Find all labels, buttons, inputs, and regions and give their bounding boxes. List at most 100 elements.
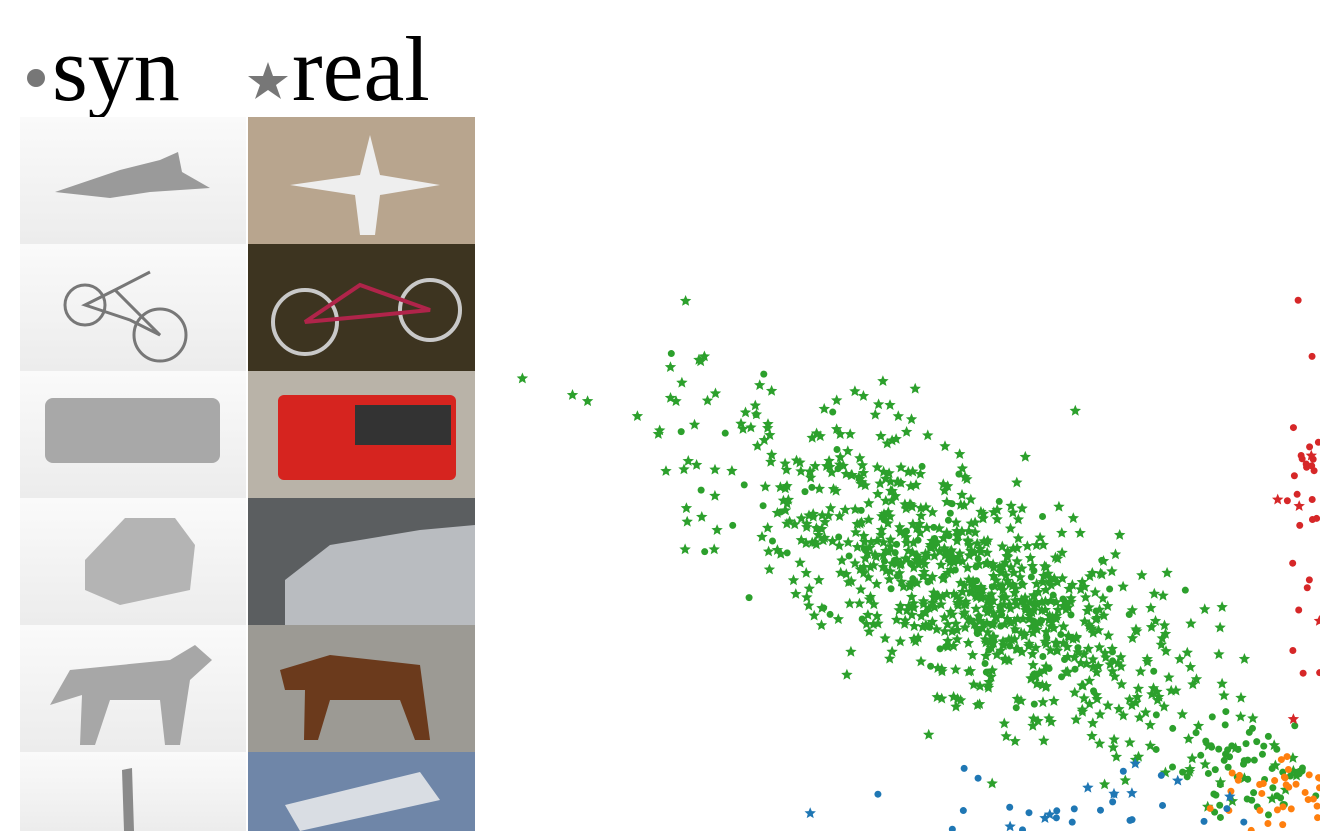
scatter-point — [1247, 712, 1259, 724]
scatter-point — [924, 578, 932, 586]
scatter-point — [1011, 476, 1023, 488]
scatter-point — [1052, 604, 1064, 615]
scatter-point — [959, 621, 971, 633]
scatter-point — [1005, 633, 1018, 645]
scatter-point — [962, 637, 975, 648]
scatter-point — [1082, 781, 1094, 793]
scatter-point — [1040, 638, 1052, 649]
scatter-point — [906, 609, 918, 620]
scatter-point — [566, 389, 579, 400]
scatter-point — [1023, 604, 1036, 616]
scatter-point — [983, 590, 995, 602]
scatter-point — [667, 350, 675, 358]
scatter-point — [918, 566, 930, 577]
scatter-point — [967, 575, 979, 586]
scatter-point — [894, 635, 906, 647]
scatter-point — [1026, 621, 1038, 632]
scatter-point — [1061, 641, 1073, 652]
scatter-point — [795, 534, 807, 545]
scatter-point — [709, 463, 721, 475]
scatter-point — [954, 448, 966, 459]
scatter-point — [1147, 682, 1160, 694]
scatter-point — [849, 385, 861, 397]
scatter-point — [1284, 765, 1292, 773]
scatter-point — [1079, 591, 1092, 603]
scatter-point — [1176, 708, 1188, 720]
scatter-point — [858, 615, 866, 623]
scatter-point — [899, 614, 911, 626]
scatter-point — [987, 637, 1000, 648]
scatter-point — [1036, 604, 1048, 616]
scatter-point — [1027, 573, 1035, 581]
scatter-point — [886, 557, 898, 569]
scatter-point — [826, 535, 839, 547]
scatter-point — [1186, 752, 1198, 764]
scatter-point — [1268, 739, 1280, 751]
scatter-point — [1093, 737, 1106, 749]
scatter-point — [1136, 569, 1148, 581]
scatter-point — [1273, 806, 1281, 814]
scatter-point — [1039, 512, 1047, 520]
scatter-point — [947, 640, 960, 651]
scatter-point — [1117, 580, 1129, 592]
scatter-point — [1078, 692, 1090, 704]
scatter-point — [897, 580, 910, 592]
scatter-point — [835, 533, 843, 541]
scatter-point — [832, 613, 844, 625]
scatter-point — [1001, 550, 1013, 561]
scatter-point — [1070, 805, 1078, 813]
scatter-point — [954, 547, 966, 559]
scatter-point — [803, 509, 815, 521]
scatter-point — [952, 555, 964, 566]
scatter-point — [915, 509, 927, 521]
scatter-point — [1060, 597, 1072, 608]
scatter-point — [1202, 737, 1210, 745]
scatter-point — [1048, 695, 1060, 706]
scatter-point — [1235, 691, 1247, 703]
scatter-point — [915, 610, 927, 622]
scatter-point — [1046, 611, 1059, 622]
scatter-point — [1242, 740, 1250, 748]
scatter-point — [1106, 565, 1118, 577]
scatter-point — [864, 561, 877, 573]
scatter-point — [1026, 648, 1039, 660]
scatter-point — [926, 615, 939, 627]
scatter-point — [1093, 641, 1106, 653]
scatter-point — [1108, 648, 1116, 656]
scatter-point — [795, 512, 808, 524]
scatter-point — [1083, 698, 1096, 709]
scatter-point — [939, 549, 951, 561]
real-horse — [280, 655, 430, 740]
scatter-point — [906, 591, 918, 602]
scatter-point — [935, 598, 947, 610]
scatter-point — [1272, 493, 1284, 505]
scatter-point — [1181, 646, 1193, 658]
scatter-point — [516, 372, 529, 384]
scatter-point — [1040, 680, 1052, 691]
scatter-point — [1028, 604, 1040, 616]
scatter-point — [1264, 811, 1272, 819]
scatter-point — [1057, 620, 1070, 632]
scatter-point — [790, 588, 802, 599]
scatter-point — [856, 459, 869, 471]
scatter-point — [1211, 766, 1219, 774]
scatter-point — [701, 548, 709, 556]
scatter-point — [1000, 730, 1012, 742]
scatter-point — [1102, 629, 1115, 641]
scatter-point — [926, 506, 939, 518]
scatter-point — [914, 468, 927, 479]
scatter-point — [676, 376, 688, 388]
scatter-point — [1066, 579, 1079, 590]
scatter-point — [974, 774, 982, 782]
scatter-point — [1304, 796, 1312, 804]
scatter-plot — [516, 295, 1320, 831]
scatter-point — [1269, 759, 1282, 771]
scatter-point — [1019, 826, 1027, 831]
scatter-point — [754, 379, 766, 391]
scatter-point — [1295, 770, 1303, 778]
scatter-point — [1293, 490, 1301, 498]
scatter-point — [907, 536, 920, 548]
scatter-point — [1271, 777, 1279, 785]
scatter-point — [1075, 583, 1087, 595]
scatter-point — [893, 604, 905, 616]
